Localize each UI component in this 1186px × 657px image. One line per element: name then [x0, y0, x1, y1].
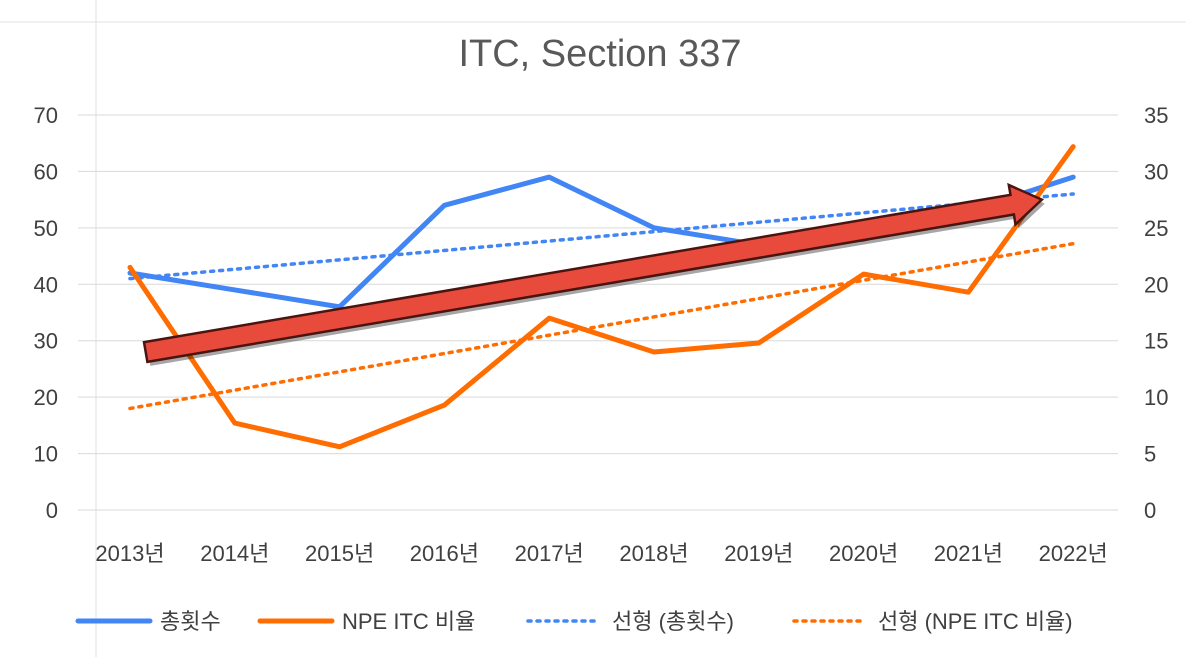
trendlines — [128, 192, 1075, 411]
right-axis-tick-label: 35 — [1144, 103, 1168, 128]
left-axis-tick-label: 40 — [34, 272, 58, 297]
left-axis-tick-label: 0 — [46, 498, 58, 523]
right-axis-tick-label: 20 — [1144, 272, 1168, 297]
x-axis-tick-label: 2020년 — [829, 541, 898, 566]
x-axis-tick-label: 2013년 — [95, 541, 164, 566]
left-axis-tick-label: 10 — [34, 442, 58, 467]
x-axis-tick-label: 2014년 — [200, 541, 269, 566]
x-axis-tick-label: 2021년 — [934, 541, 1003, 566]
legend-label-series-1: 총횟수 — [160, 609, 221, 634]
right-axis-ticks: 0 5 10 15 20 25 30 35 — [1144, 103, 1168, 523]
trendline-2 — [128, 241, 1075, 411]
gridlines — [78, 114, 1118, 511]
right-axis-tick-label: 0 — [1144, 498, 1156, 523]
trend-arrow-annotation — [142, 182, 1045, 366]
left-axis-tick-label: 30 — [34, 329, 58, 354]
x-axis-tick-label: 2016년 — [410, 541, 479, 566]
x-axis-tick-label: 2022년 — [1039, 541, 1108, 566]
right-axis-tick-label: 25 — [1144, 216, 1168, 241]
right-axis-tick-label: 10 — [1144, 385, 1168, 410]
left-axis-tick-label: 20 — [34, 385, 58, 410]
legend-label-trend-1: 선형 (총횟수) — [612, 609, 734, 634]
left-axis-tick-label: 70 — [34, 103, 58, 128]
chart-title: ITC, Section 337 — [458, 33, 741, 75]
legend-label-trend-2: 선형 (NPE ITC 비율) — [878, 609, 1073, 634]
series-line-2 — [127, 144, 1076, 450]
series-lines — [127, 144, 1076, 450]
legend: 총횟수 NPE ITC 비율 선형 (총횟수) 선형 (NPE ITC 비율) — [75, 609, 1073, 634]
left-axis-tick-label: 60 — [34, 159, 58, 184]
x-axis-tick-label: 2018년 — [619, 541, 688, 566]
x-axis-tick-label: 2019년 — [724, 541, 793, 566]
left-axis-tick-label: 50 — [34, 216, 58, 241]
right-axis-tick-label: 5 — [1144, 442, 1156, 467]
right-axis-tick-label: 15 — [1144, 329, 1168, 354]
x-axis-tick-label: 2017년 — [515, 541, 584, 566]
left-axis-ticks: 0 10 20 30 40 50 60 70 — [34, 103, 58, 523]
right-axis-tick-label: 30 — [1144, 159, 1168, 184]
x-axis-tick-label: 2015년 — [305, 541, 374, 566]
x-axis-ticks: 2013년 2014년 2015년 2016년 2017년 2018년 2019년 2020년… — [95, 541, 1107, 566]
trend-arrow — [142, 182, 1045, 364]
legend-label-series-2: NPE ITC 비율 — [342, 609, 475, 634]
